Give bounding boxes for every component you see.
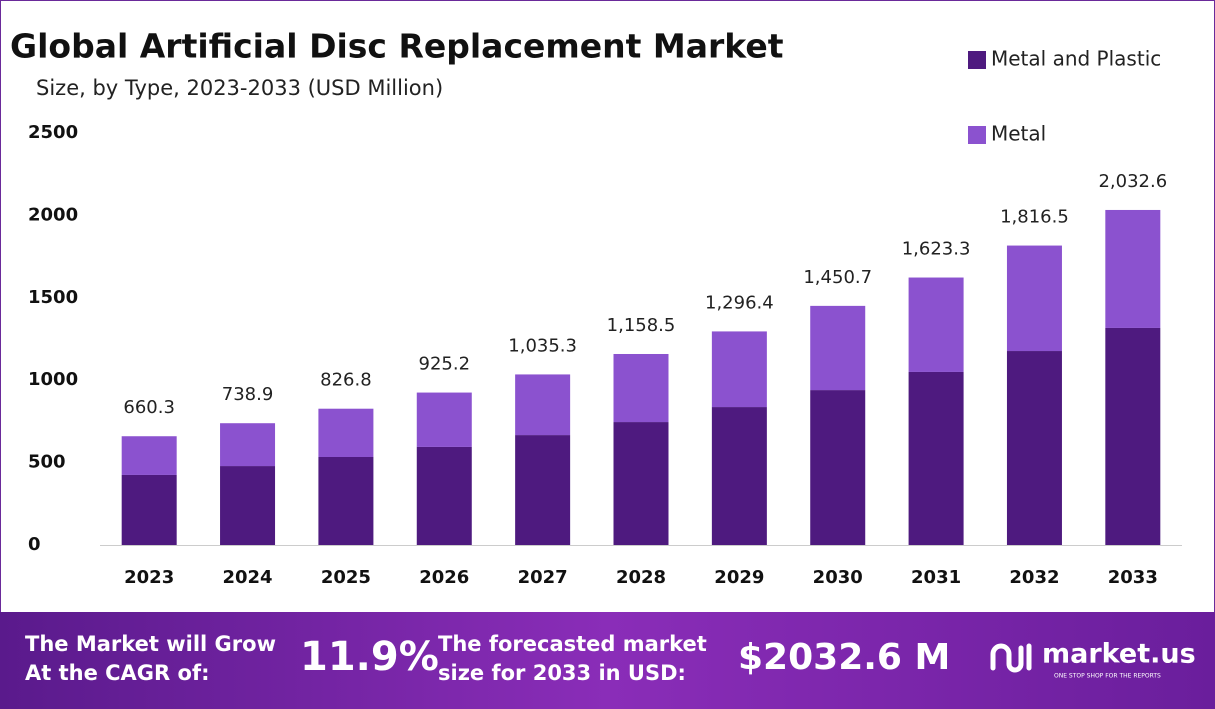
x-tick-label: 2028 xyxy=(616,567,666,588)
bar-segment xyxy=(416,392,472,447)
cagr-value: 11.9% xyxy=(300,634,439,680)
bar-segment xyxy=(613,353,669,423)
bar-segment xyxy=(810,390,866,545)
bar-segment xyxy=(515,374,571,436)
bar-segment xyxy=(121,474,177,545)
y-tick-label: 1000 xyxy=(28,369,78,390)
y-tick-label: 500 xyxy=(28,452,66,473)
brand-logo xyxy=(990,643,1032,673)
bar-segment xyxy=(220,423,276,467)
footer-band xyxy=(0,612,1215,709)
legend-swatch xyxy=(968,126,986,144)
total-label: 1,035.3 xyxy=(508,335,577,356)
total-label: 925.2 xyxy=(419,354,471,375)
total-label: 1,816.5 xyxy=(1000,207,1069,228)
bar-segment xyxy=(810,305,866,391)
x-tick-label: 2032 xyxy=(1009,567,1059,588)
bar-segment xyxy=(1006,351,1062,545)
bar-segment xyxy=(711,407,767,545)
y-tick-label: 0 xyxy=(28,534,41,555)
legend-label: Metal and Plastic xyxy=(991,47,1161,71)
bar-segment xyxy=(1006,245,1062,352)
total-label: 826.8 xyxy=(320,370,372,391)
total-label: 1,450.7 xyxy=(803,267,872,288)
total-label: 1,296.4 xyxy=(705,292,774,313)
bar-segment xyxy=(220,466,276,545)
y-tick-label: 1500 xyxy=(28,287,78,308)
bar-segment xyxy=(318,408,374,457)
bar-segment xyxy=(908,277,964,372)
footer-text: size for 2033 in USD: xyxy=(438,661,686,685)
legend-label: Metal xyxy=(991,122,1046,146)
footer-text: The Market will Grow xyxy=(25,632,276,656)
forecast-value: $2032.6 M xyxy=(738,637,950,678)
bar-segment xyxy=(416,446,472,545)
total-label: 2,032.6 xyxy=(1098,171,1167,192)
brand: market.us xyxy=(1042,639,1196,670)
x-tick-label: 2025 xyxy=(321,567,371,588)
bar-segment xyxy=(121,436,177,475)
total-label: 738.9 xyxy=(222,384,274,405)
bar-segment xyxy=(613,422,669,545)
x-tick-label: 2033 xyxy=(1108,567,1158,588)
x-tick-label: 2027 xyxy=(518,567,568,588)
bar-segment xyxy=(1105,209,1161,328)
bar-segment xyxy=(1105,327,1161,545)
chart-title: Global Artificial Disc Replacement Marke… xyxy=(10,27,784,66)
chart-subtitle: Size, by Type, 2023-2033 (USD Million) xyxy=(36,76,443,100)
x-tick-label: 2030 xyxy=(813,567,863,588)
bar-segment xyxy=(711,331,767,408)
x-tick-label: 2031 xyxy=(911,567,961,588)
total-label: 1,158.5 xyxy=(607,315,676,336)
y-tick-label: 2500 xyxy=(28,122,78,143)
footer-text: At the CAGR of: xyxy=(25,661,210,685)
footer-text: The forecasted market xyxy=(438,632,707,656)
legend-swatch xyxy=(968,51,986,69)
brand-tagline: ONE STOP SHOP FOR THE REPORTS xyxy=(1054,673,1161,680)
bar-segment xyxy=(318,456,374,545)
x-tick-label: 2029 xyxy=(714,567,764,588)
bar-segment xyxy=(515,435,571,545)
x-tick-label: 2026 xyxy=(419,567,469,588)
x-tick-label: 2023 xyxy=(124,567,174,588)
total-label: 660.3 xyxy=(123,397,175,418)
total-label: 1,623.3 xyxy=(902,238,971,259)
bar-segment xyxy=(908,371,964,545)
x-tick-label: 2024 xyxy=(222,567,272,588)
y-tick-label: 2000 xyxy=(28,204,78,225)
